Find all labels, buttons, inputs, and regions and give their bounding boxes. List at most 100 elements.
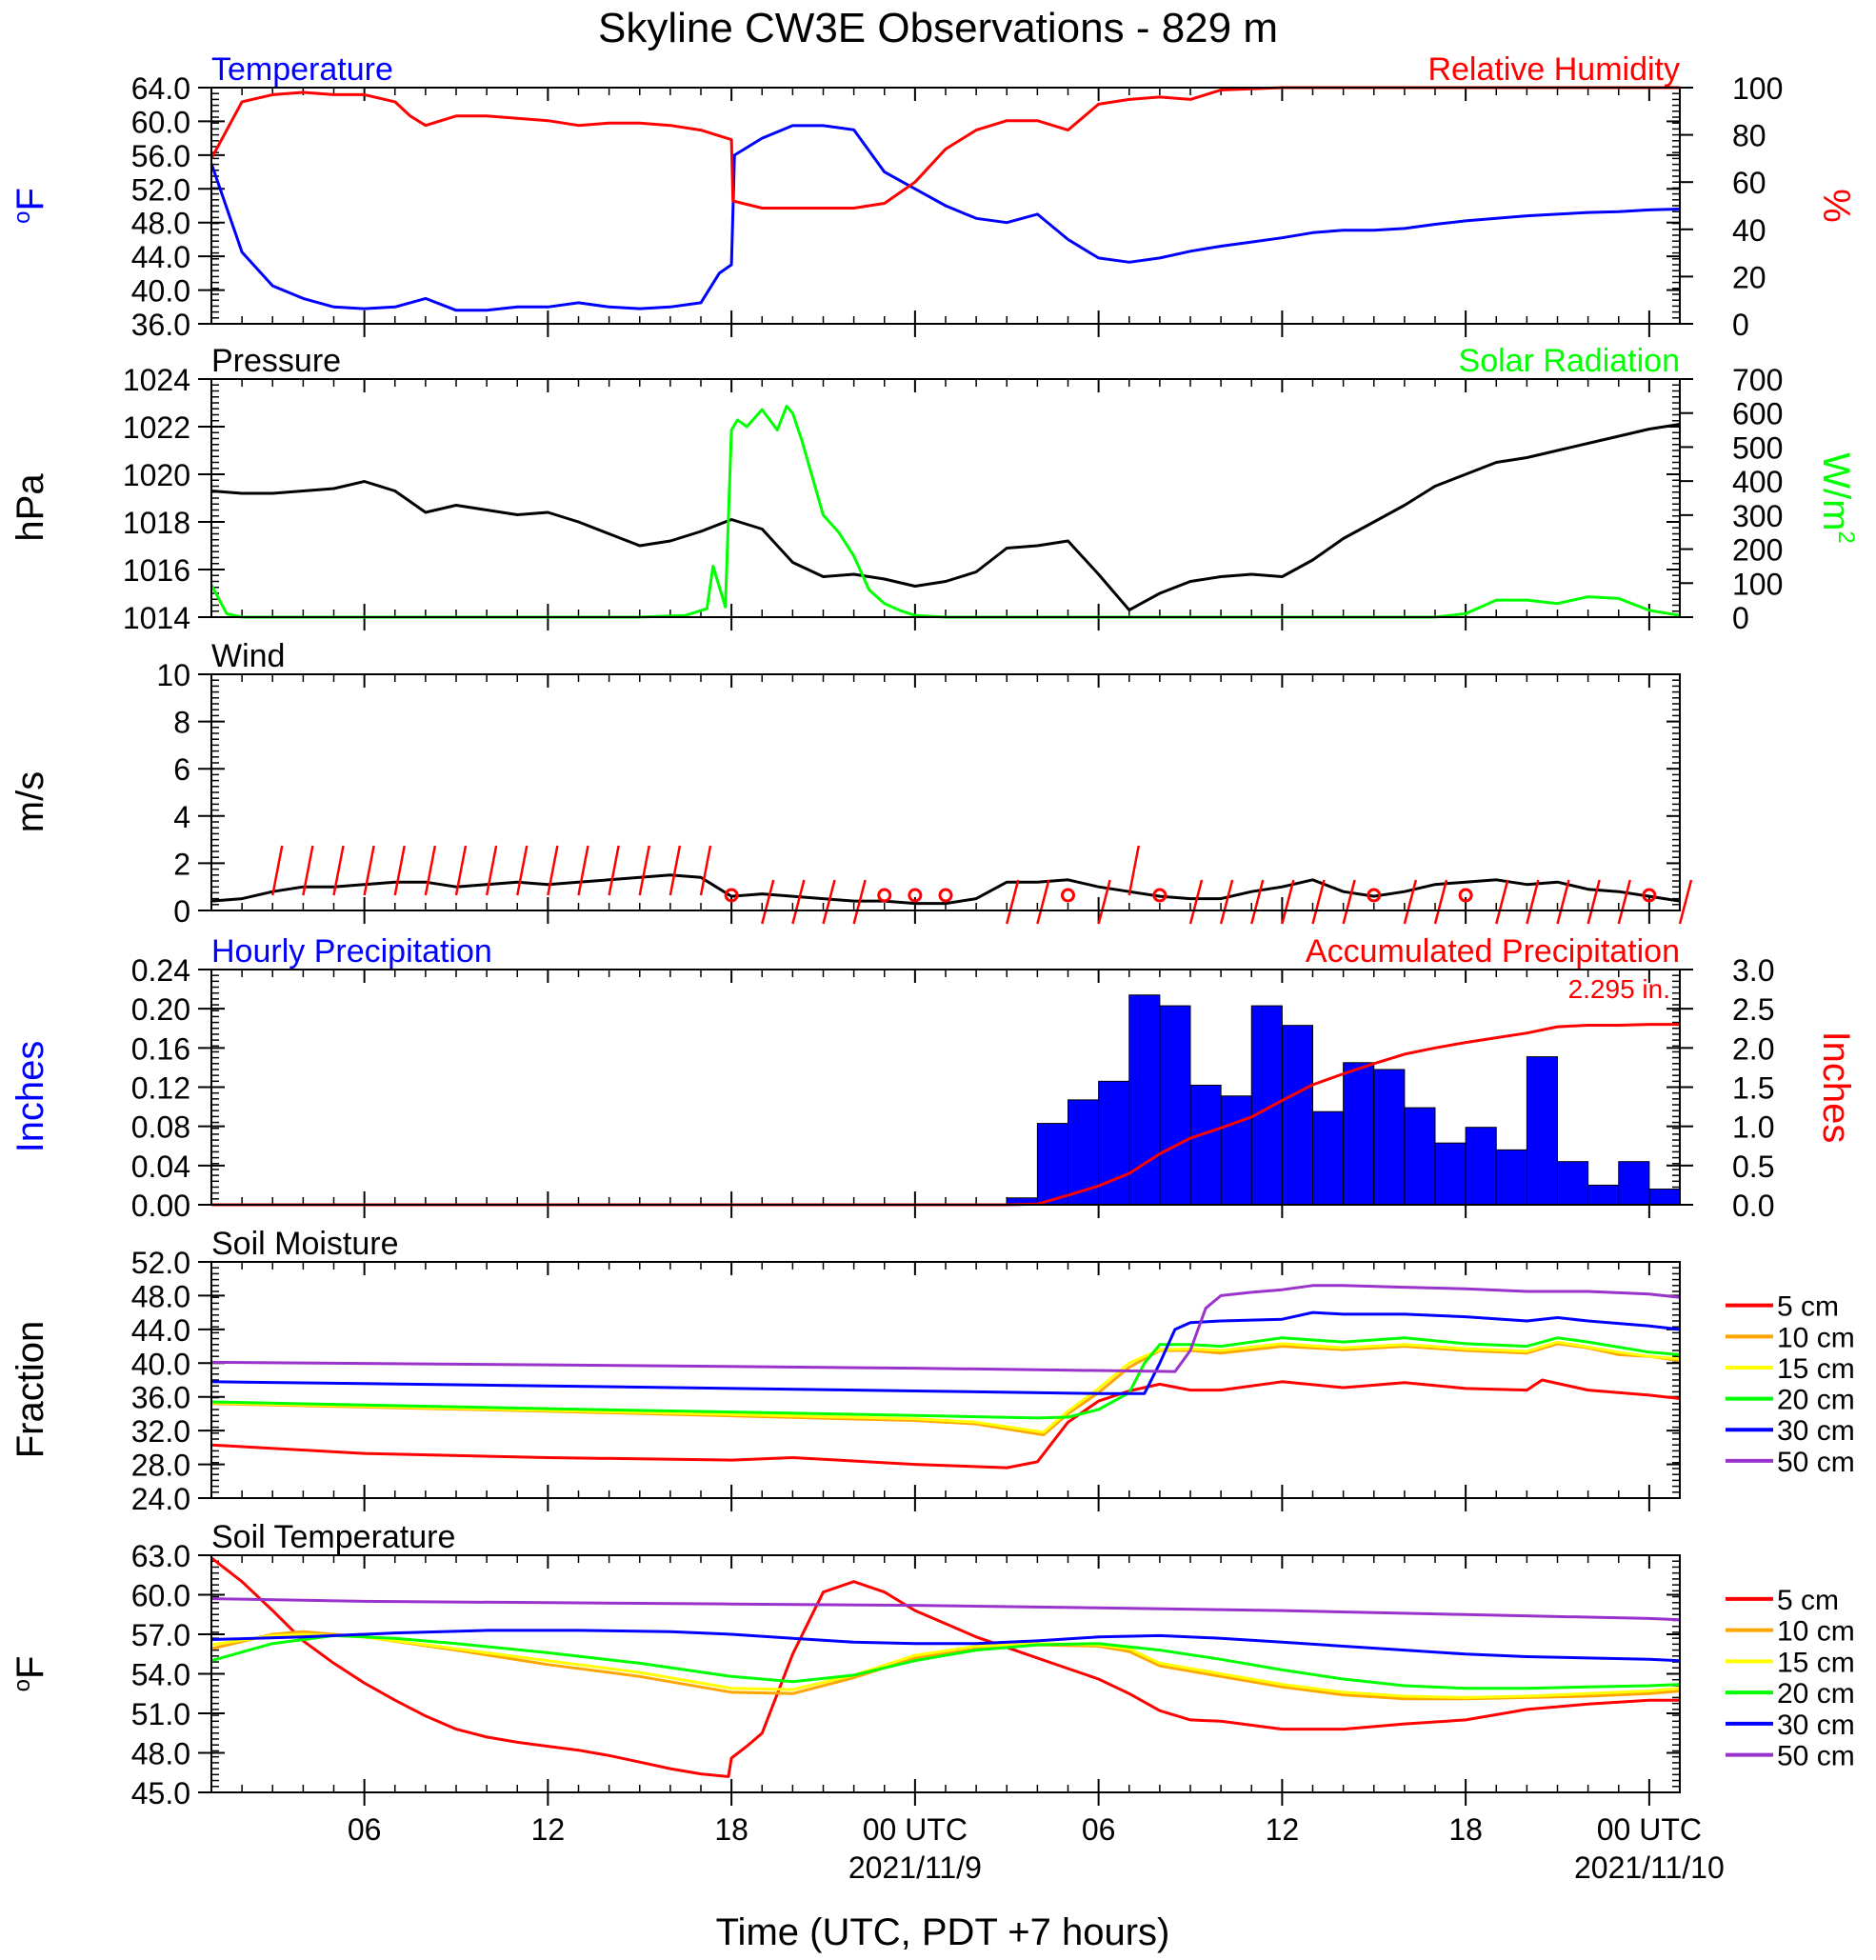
wind-barb bbox=[424, 845, 437, 896]
y-tick-label: 52.0 bbox=[131, 1246, 190, 1280]
unit-text: F bbox=[10, 188, 51, 210]
wind-calm-marker bbox=[724, 888, 739, 903]
precip-bar bbox=[1495, 1149, 1527, 1206]
panel-left-title: Soil Temperature bbox=[211, 1519, 455, 1555]
wind-barb bbox=[1556, 879, 1570, 925]
legend-label: 50 cm bbox=[1777, 1447, 1855, 1478]
x-axis-label: Time (UTC, PDT +7 hours) bbox=[716, 1911, 1170, 1953]
y-tick-label: 40.0 bbox=[131, 274, 190, 309]
y-tick-label: 60.0 bbox=[131, 1579, 190, 1613]
wind-barb bbox=[332, 845, 345, 896]
series-line bbox=[210, 1597, 1681, 1622]
legend-label: 10 cm bbox=[1777, 1322, 1855, 1353]
left-axis-label: Inches bbox=[10, 1041, 51, 1153]
x-tick-label: 12 bbox=[1266, 1812, 1300, 1847]
left-axis-label: hPa bbox=[10, 473, 51, 542]
x-tick-label: 06 bbox=[1082, 1812, 1116, 1847]
wind-barb bbox=[1617, 879, 1631, 925]
series-line bbox=[210, 1284, 1681, 1373]
y-tick-label: 51.0 bbox=[131, 1697, 190, 1731]
y-tick-label: 0 bbox=[1732, 601, 1749, 635]
y-tick-label: 1020 bbox=[123, 458, 190, 492]
y-tick-label: 1.5 bbox=[1732, 1071, 1774, 1106]
y-tick-label: 54.0 bbox=[131, 1658, 190, 1692]
wind-calm-marker bbox=[938, 888, 953, 903]
y-tick-label: 2.5 bbox=[1732, 992, 1774, 1027]
wind-barb bbox=[1036, 879, 1050, 925]
panel-frame bbox=[210, 1261, 1681, 1499]
y-tick-label: 52.0 bbox=[131, 172, 190, 207]
y-tick-label: 0.00 bbox=[131, 1189, 190, 1223]
degree-symbol: o bbox=[10, 211, 35, 224]
degree-symbol: o bbox=[10, 1679, 35, 1691]
precip-bar bbox=[1128, 994, 1161, 1206]
wind-calm-marker bbox=[1367, 888, 1382, 903]
precip-bar bbox=[1404, 1107, 1436, 1206]
y-tick-label: 6 bbox=[173, 752, 190, 787]
series-line bbox=[210, 1378, 1681, 1470]
wind-barb bbox=[822, 879, 836, 925]
y-tick-label: 100 bbox=[1732, 567, 1783, 601]
y-tick-label: 0.20 bbox=[131, 992, 190, 1027]
y-tick-label: 2 bbox=[173, 847, 190, 881]
y-tick-label: 64.0 bbox=[131, 71, 190, 106]
series-line bbox=[210, 423, 1681, 611]
wind-barb bbox=[1433, 879, 1448, 925]
y-tick-label: 36.0 bbox=[131, 308, 190, 342]
y-tick-label: 48.0 bbox=[131, 207, 190, 241]
y-tick-label: 2.0 bbox=[1732, 1031, 1774, 1066]
y-tick-label: 32.0 bbox=[131, 1414, 190, 1449]
precip-bar bbox=[1343, 1062, 1375, 1206]
legend-label: 5 cm bbox=[1777, 1585, 1839, 1616]
y-tick-label: 40.0 bbox=[131, 1347, 190, 1381]
panel-soil-moisture: 52.048.044.040.036.032.028.024.0 Soil Moi… bbox=[10, 1226, 1855, 1516]
y-tick-label: 4 bbox=[173, 800, 190, 834]
wind-barb bbox=[454, 845, 468, 896]
series-line bbox=[210, 405, 1681, 619]
legend-label: 50 cm bbox=[1777, 1741, 1855, 1772]
wind-barb bbox=[669, 845, 682, 896]
series-line bbox=[210, 86, 1680, 210]
wind-barb bbox=[761, 879, 775, 925]
y-tick-label: 0.0 bbox=[1732, 1189, 1774, 1223]
y-tick-label: 600 bbox=[1732, 397, 1783, 431]
legend-label: 15 cm bbox=[1777, 1647, 1855, 1678]
panel-frame bbox=[210, 1554, 1681, 1793]
legend-label: 10 cm bbox=[1777, 1616, 1855, 1648]
precip-bar bbox=[1159, 1005, 1191, 1206]
y-tick-label: 0.5 bbox=[1732, 1150, 1774, 1184]
y-tick-label: 1018 bbox=[123, 506, 190, 540]
y-tick-label: 57.0 bbox=[131, 1618, 190, 1652]
unit-text: F bbox=[10, 1656, 51, 1679]
series-line bbox=[210, 1336, 1681, 1420]
wind-barb bbox=[638, 845, 650, 896]
panel-soil-temperature: 63.0 60.0 57.0 54.0 51.0 48.0 45.0 Soil Tempera… bbox=[10, 1519, 1855, 1810]
y-tick-label: 400 bbox=[1732, 465, 1783, 499]
panel-pressure-solar: 1024102210201018101610147006005004003002… bbox=[10, 343, 1859, 635]
left-axis-label: Fraction bbox=[10, 1321, 51, 1459]
panel-left-title: Hourly Precipitation bbox=[211, 933, 492, 970]
wind-barb bbox=[547, 845, 559, 896]
wind-barb bbox=[1250, 879, 1265, 925]
unit-superscript: 2 bbox=[1833, 530, 1859, 543]
y-tick-label: 48.0 bbox=[131, 1279, 190, 1313]
y-tick-label: 56.0 bbox=[131, 139, 190, 173]
chart-title: Skyline CW3E Observations - 829 m bbox=[598, 5, 1278, 51]
y-tick-label: 0.24 bbox=[131, 953, 190, 988]
left-axis-label: m/s bbox=[10, 771, 51, 832]
y-tick-label: 1022 bbox=[123, 410, 190, 445]
legend-label: 20 cm bbox=[1777, 1678, 1855, 1710]
y-tick-label: 0.16 bbox=[131, 1031, 190, 1066]
panel-frame bbox=[210, 969, 1681, 1206]
wind-calm-marker bbox=[1152, 888, 1168, 903]
wind-barb bbox=[302, 845, 314, 896]
y-tick-label: 63.0 bbox=[131, 1539, 190, 1573]
panel-left-title: Wind bbox=[211, 638, 285, 674]
wind-calm-marker bbox=[1061, 888, 1075, 903]
wind-barb bbox=[1006, 879, 1020, 925]
x-tick-label: 00 UTC bbox=[863, 1812, 968, 1847]
y-tick-label: 0 bbox=[173, 894, 190, 929]
legend-label: 15 cm bbox=[1777, 1353, 1855, 1385]
series-line bbox=[211, 1023, 1680, 1207]
y-tick-label: 3.0 bbox=[1732, 953, 1774, 988]
